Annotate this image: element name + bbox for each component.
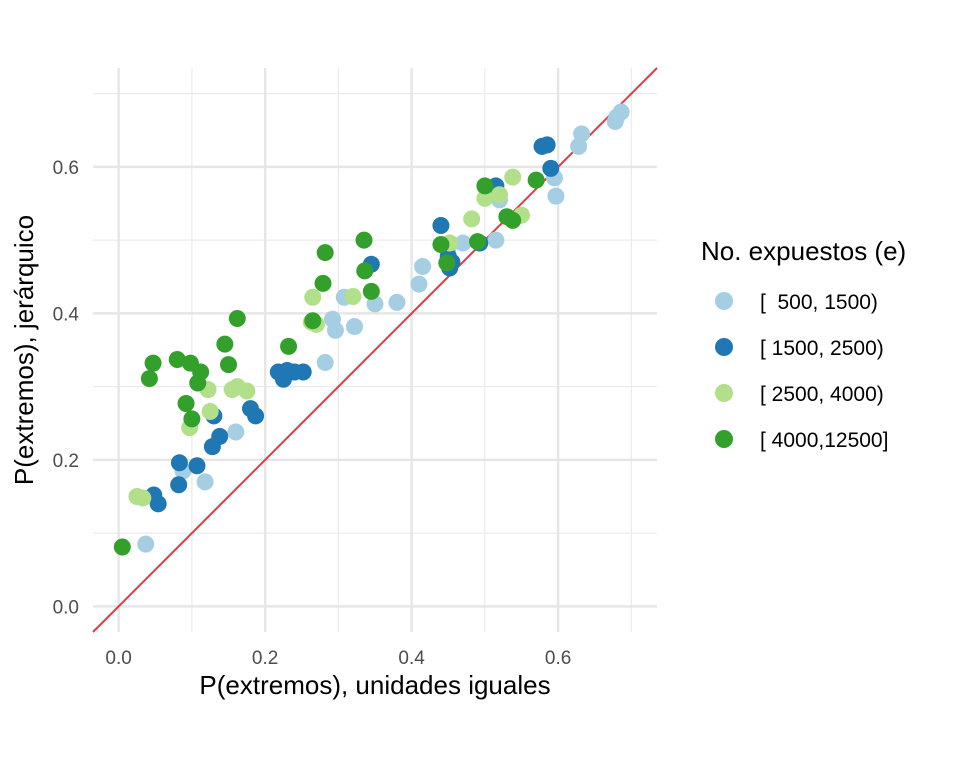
legend-key-series-2: [715, 338, 733, 356]
y-tick-label: 0.0: [53, 597, 79, 618]
data-point-series-4: [314, 274, 332, 292]
data-point-series-1: [414, 257, 432, 275]
data-point-series-4: [316, 244, 334, 262]
data-point-series-4: [304, 312, 322, 330]
legend-items: [ 500, 1500) [ 1500, 2500) [ 2500, 4000) [ …: [715, 291, 888, 452]
x-tick-label: 0.0: [105, 648, 131, 669]
x-axis-title: P(extremos), unidades iguales: [199, 670, 550, 700]
data-point-series-2: [432, 216, 450, 234]
data-point-series-4: [228, 310, 246, 328]
data-point-series-4: [144, 354, 162, 372]
data-point-series-4: [527, 171, 545, 189]
y-tick-label: 0.2: [53, 451, 79, 472]
data-point-series-3: [238, 382, 256, 400]
legend-label-series-3: [ 2500, 4000): [760, 383, 884, 406]
data-point-series-3: [201, 403, 219, 421]
legend-key-series-1: [715, 292, 733, 310]
data-point-series-2: [211, 427, 229, 445]
data-point-series-4: [355, 231, 373, 249]
legend-label-series-2: [ 1500, 2500): [760, 337, 884, 360]
data-point-series-4: [113, 538, 131, 556]
data-point-series-3: [504, 168, 522, 186]
data-point-series-2: [149, 495, 167, 513]
legend-label-series-1: [ 500, 1500): [760, 291, 878, 314]
x-tick-label: 0.2: [252, 648, 278, 669]
data-point-series-2: [188, 457, 206, 475]
data-point-series-1: [316, 353, 334, 371]
data-point-series-4: [220, 356, 238, 374]
data-point-series-1: [410, 275, 428, 293]
data-point-series-2: [538, 136, 556, 154]
data-point-series-3: [491, 186, 509, 204]
legend: No. expuestos (e) [ 500, 1500) [ 1500, 25…: [701, 236, 906, 452]
data-point-series-3: [344, 288, 362, 306]
data-point-series-4: [183, 410, 201, 428]
data-point-series-1: [454, 234, 472, 252]
data-point-series-4: [362, 282, 380, 300]
data-point-series-4: [140, 370, 158, 388]
data-point-series-2: [542, 159, 560, 177]
data-point-series-3: [476, 189, 494, 207]
data-point-series-4: [192, 363, 210, 381]
grid-minor: [93, 68, 657, 632]
data-point-series-1: [345, 318, 363, 336]
x-tick-label: 0.6: [545, 648, 571, 669]
x-tick-labels: 0.0 0.2 0.4 0.6: [105, 648, 571, 669]
legend-key-series-4: [715, 430, 733, 448]
data-point-series-4: [469, 233, 487, 251]
data-point-series-2: [170, 454, 188, 472]
legend-label-series-4: [ 4000,12500]: [760, 429, 888, 452]
data-point-series-4: [438, 254, 456, 272]
points-layer: [113, 103, 630, 556]
data-point-series-1: [137, 535, 155, 553]
data-point-series-1: [547, 187, 565, 205]
data-point-series-3: [304, 288, 322, 306]
data-point-series-1: [388, 293, 406, 311]
data-point-series-2: [170, 476, 188, 494]
reference-line: [92, 67, 658, 633]
data-point-series-1: [227, 423, 245, 441]
data-point-series-1: [196, 473, 214, 491]
y-tick-label: 0.6: [53, 158, 79, 179]
legend-key-series-3: [715, 384, 733, 402]
data-point-series-2: [247, 407, 265, 425]
data-point-series-1: [573, 125, 591, 143]
data-point-series-4: [280, 337, 298, 355]
data-point-series-4: [216, 335, 234, 353]
data-point-series-4: [356, 262, 374, 280]
x-tick-label: 0.4: [398, 648, 425, 669]
y-tick-labels: 0.0 0.2 0.4 0.6: [53, 158, 80, 618]
y-axis-title: P(extremos), jerárquico: [9, 215, 39, 485]
data-point-series-4: [177, 394, 195, 412]
data-point-series-1: [487, 231, 505, 249]
y-tick-label: 0.4: [53, 304, 80, 325]
data-point-series-3: [134, 489, 152, 507]
data-point-series-1: [324, 310, 342, 328]
data-point-series-4: [476, 177, 494, 195]
reference-line-layer: [92, 67, 658, 633]
data-point-series-3: [463, 210, 481, 228]
data-point-series-4: [504, 211, 522, 229]
data-point-series-4: [432, 236, 450, 254]
data-point-series-4: [168, 351, 186, 369]
data-point-series-1: [612, 103, 630, 121]
legend-title: No. expuestos (e): [701, 236, 906, 266]
data-point-series-2: [294, 363, 312, 381]
